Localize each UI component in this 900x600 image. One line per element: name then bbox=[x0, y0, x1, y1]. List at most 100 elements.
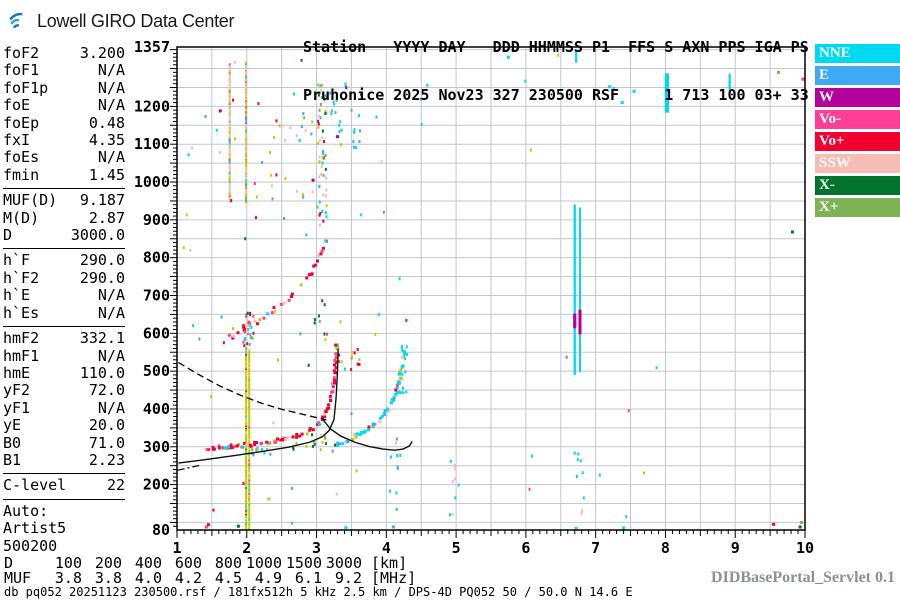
row-cell: 4.9 bbox=[254, 569, 282, 587]
param-label: 500200 bbox=[3, 536, 58, 555]
row-cell: 4.2 bbox=[174, 569, 202, 587]
y-axis-label: 900 bbox=[143, 211, 170, 229]
profile-line-dashed bbox=[178, 361, 327, 421]
x-axis-label: 9 bbox=[731, 539, 740, 557]
param-value: 3.200 bbox=[79, 44, 125, 62]
logo: Lowell GIRO Data Center bbox=[8, 7, 234, 35]
param-row: foF1p N/A bbox=[3, 78, 125, 97]
status-line: db pq052 20251123 230500.rsf / 181fx512h… bbox=[4, 585, 633, 599]
legend-item-vo: Vo+ bbox=[815, 132, 900, 151]
y-axis-label: 500 bbox=[143, 362, 170, 380]
legend-item-w: W bbox=[815, 88, 900, 107]
profile-line-solid bbox=[178, 349, 339, 464]
param-value: N/A bbox=[97, 61, 125, 80]
row-cell: 1000 bbox=[245, 554, 282, 572]
param-row: Artist5 bbox=[3, 519, 125, 538]
param-label: h`Es bbox=[3, 303, 40, 322]
giro-wave-icon bbox=[8, 7, 32, 35]
param-group: C-level 22 bbox=[3, 473, 125, 498]
y-axis-label: 80 bbox=[152, 521, 170, 539]
param-label: foF1p bbox=[3, 78, 49, 97]
param-row: Auto: bbox=[3, 502, 125, 520]
param-row: B0 71.0 bbox=[3, 433, 125, 452]
param-label: D bbox=[3, 226, 13, 245]
y-axis-label: 300 bbox=[143, 438, 170, 456]
param-value: 2.87 bbox=[88, 208, 125, 227]
row-cell: 200 bbox=[94, 554, 122, 572]
y-axis-label: 200 bbox=[143, 476, 170, 494]
param-value: 332.1 bbox=[79, 329, 125, 348]
param-group: foF2 3.200 foF1 N/A foF1p N/A foE N/A foEp 0.48 fx… bbox=[3, 44, 125, 188]
y-axis-label: 1000 bbox=[134, 173, 170, 191]
param-row: hmF1 N/A bbox=[3, 346, 125, 365]
param-row: foE N/A bbox=[3, 96, 125, 115]
param-row: fmin 1.45 bbox=[3, 165, 125, 184]
param-value: 3000.0 bbox=[70, 226, 125, 245]
row-cell: 6.1 bbox=[294, 569, 322, 587]
param-value: N/A bbox=[97, 346, 125, 365]
param-label: yE bbox=[3, 416, 22, 435]
d-distance-row: D 100 200 400 600 800 1000 1500 3000 [km] bbox=[4, 556, 407, 571]
y-axis-label: 700 bbox=[143, 286, 170, 304]
parameter-sidebar: foF2 3.200 foF1 N/A foF1p N/A foE N/A foEp 0.48 fx… bbox=[3, 44, 125, 559]
muf-row: MUF 3.8 3.8 4.0 4.2 4.5 4.9 6.1 9.2 [MHz] bbox=[4, 571, 416, 586]
param-label: Artist5 bbox=[3, 519, 67, 538]
param-value: 290.0 bbox=[79, 268, 125, 287]
param-row: yF2 72.0 bbox=[3, 381, 125, 399]
param-row: foF2 3.200 bbox=[3, 44, 125, 62]
param-value: N/A bbox=[97, 303, 125, 322]
legend-item-vo: Vo- bbox=[815, 110, 900, 129]
row-cell: 9.2 bbox=[334, 569, 362, 587]
param-row: h`F2 290.0 bbox=[3, 268, 125, 287]
param-row: B1 2.23 bbox=[3, 450, 125, 469]
param-label: foE bbox=[3, 96, 31, 115]
row-cell: 100 bbox=[54, 554, 82, 572]
param-label: foF1 bbox=[3, 61, 40, 80]
legend-item-ssw: SSW bbox=[815, 154, 900, 173]
legend-item-nne: NNE bbox=[815, 44, 900, 63]
param-value: N/A bbox=[97, 96, 125, 115]
param-label: fxI bbox=[3, 131, 31, 150]
servlet-version: DIDBasePortal_Servlet 0.1 bbox=[711, 569, 895, 586]
param-value: 4.35 bbox=[88, 131, 125, 150]
param-value: 9.187 bbox=[79, 191, 125, 210]
echo-points bbox=[177, 48, 805, 530]
param-label: C-level bbox=[3, 476, 67, 495]
param-label: foEs bbox=[3, 148, 40, 167]
row-cell: 800 bbox=[214, 554, 242, 572]
param-value: 20.0 bbox=[88, 416, 125, 435]
param-row: hmE 110.0 bbox=[3, 364, 125, 382]
param-label: B0 bbox=[3, 433, 22, 452]
param-label: yF1 bbox=[3, 398, 31, 417]
param-label: hmF1 bbox=[3, 346, 40, 365]
x-axis-label: 7 bbox=[591, 539, 600, 557]
param-value: N/A bbox=[97, 286, 125, 305]
profile-line-cusp bbox=[322, 419, 413, 451]
param-row: 500200 bbox=[3, 536, 125, 555]
header-values-line: Pruhonice 2025 Nov23 327 230500 RSF 1 71… bbox=[303, 86, 809, 104]
station-header: Station YYYY DAY DDD HHMMSS P1 FFS S AXN… bbox=[303, 7, 809, 119]
param-value: N/A bbox=[97, 398, 125, 417]
row-cell: 3.8 bbox=[54, 569, 82, 587]
param-value: 290.0 bbox=[79, 251, 125, 270]
legend-item-x: X+ bbox=[815, 198, 900, 217]
axis-ticks bbox=[170, 49, 806, 538]
row-cell: 1500 bbox=[285, 554, 322, 572]
row-unit: [MHz] bbox=[371, 569, 417, 587]
x-axis-label: 4 bbox=[382, 539, 391, 557]
param-group: Auto: Artist5 500200 bbox=[3, 498, 125, 559]
x-axis-label: 10 bbox=[796, 539, 814, 557]
param-label: h`F2 bbox=[3, 268, 40, 287]
row-cell: 3.8 bbox=[94, 569, 122, 587]
x-axis-label: 6 bbox=[521, 539, 530, 557]
param-value: N/A bbox=[97, 78, 125, 97]
y-axis-label: 1100 bbox=[134, 135, 170, 153]
param-row: fxI 4.35 bbox=[3, 131, 125, 150]
param-label: B1 bbox=[3, 450, 22, 469]
param-row: hmF2 332.1 bbox=[3, 329, 125, 348]
grid bbox=[177, 47, 805, 530]
param-value: 1.45 bbox=[88, 165, 125, 184]
y-axis-label: 800 bbox=[143, 249, 170, 267]
param-row: h`Es N/A bbox=[3, 303, 125, 322]
param-label: fmin bbox=[3, 165, 40, 184]
